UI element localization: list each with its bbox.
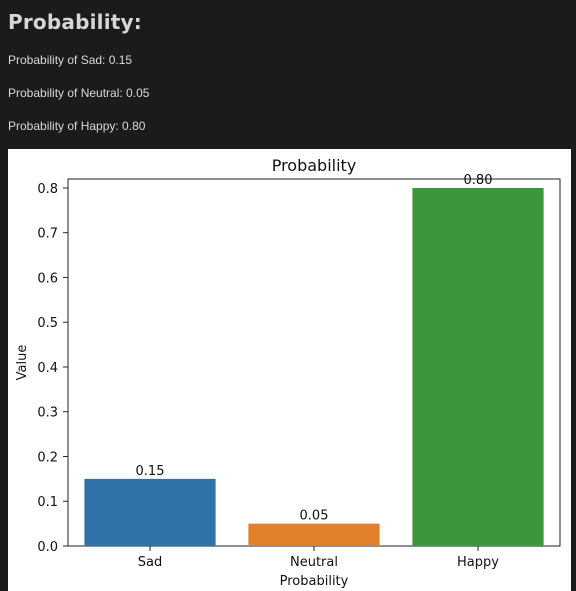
y-axis-label: Value <box>15 345 30 381</box>
y-tick-label-5: 0.5 <box>37 316 58 331</box>
bar-happy <box>412 187 544 546</box>
y-tick-label-8: 0.8 <box>37 182 58 197</box>
x-axis-label: Probability <box>280 574 349 589</box>
probability-line-neutral: Probability of Neutral: 0.05 <box>8 86 150 100</box>
probability-line-happy: Probability of Happy: 0.80 <box>8 119 146 133</box>
x-tick-label-neutral: Neutral <box>290 555 338 570</box>
y-tick-label-7: 0.7 <box>37 227 58 242</box>
x-tick-label-happy: Happy <box>457 555 499 570</box>
probability-line-sad: Probability of Sad: 0.15 <box>8 53 133 67</box>
chart-svg: Probability 0.0 0.1 0.2 0.3 0.4 0.5 0.6 0.7 0.8 Va… <box>15 156 561 589</box>
page-title: Probability: <box>8 10 142 34</box>
bar-value-label-neutral: 0.05 <box>300 509 329 524</box>
bar-value-label-happy: 0.80 <box>464 173 493 188</box>
chart-title: Probability <box>272 156 357 175</box>
bar-sad <box>84 478 216 546</box>
y-tick-label-0: 0.0 <box>37 540 58 555</box>
y-tick-label-4: 0.4 <box>37 361 58 376</box>
y-tick-label-3: 0.3 <box>37 406 58 421</box>
bar-value-label-sad: 0.15 <box>136 464 165 479</box>
bar-neutral <box>248 523 380 546</box>
y-tick-label-2: 0.2 <box>37 450 58 465</box>
x-tick-label-sad: Sad <box>138 555 162 570</box>
y-tick-label-1: 0.1 <box>37 495 58 510</box>
y-tick-label-6: 0.6 <box>37 271 58 286</box>
probability-chart: Probability 0.0 0.1 0.2 0.3 0.4 0.5 0.6 0.7 0.8 Va… <box>8 149 571 591</box>
